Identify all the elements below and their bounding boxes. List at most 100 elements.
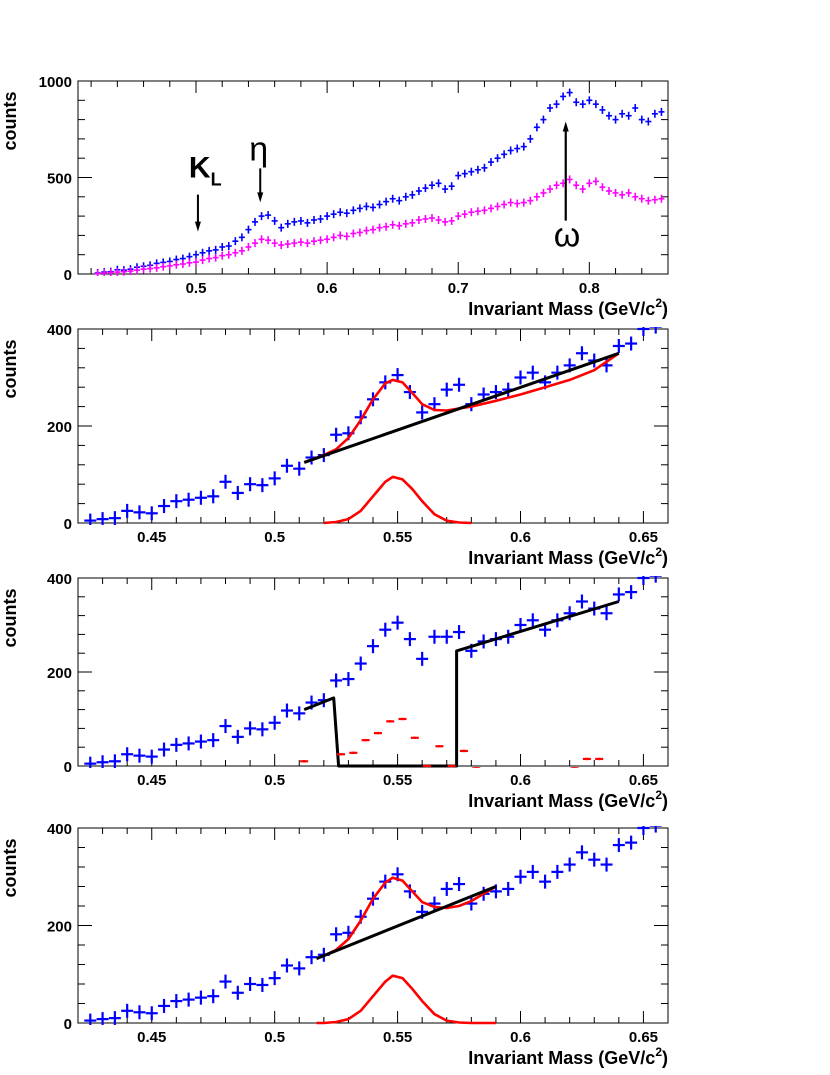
plot-area (84, 826, 662, 1025)
data-point (612, 838, 625, 853)
data-point (455, 171, 462, 180)
x-tick-label: 0.45 (137, 529, 166, 546)
data-point (599, 105, 606, 114)
data-point (317, 236, 324, 245)
data-point (297, 216, 304, 225)
data-point (238, 233, 245, 242)
data-point (231, 485, 244, 500)
data-point (370, 203, 376, 212)
data-point (367, 639, 379, 654)
data-point (244, 477, 257, 492)
background-fit-line (315, 885, 497, 960)
data-point (468, 167, 475, 176)
data-point (349, 751, 358, 755)
data-point (442, 217, 449, 226)
x-axis-title-close: ) (662, 1048, 668, 1068)
panel-1: 0.5 0.6 0.7 0.8 0 500 1000 counts Invariant Mass… (0, 74, 669, 319)
data-point (305, 950, 318, 965)
data-point (448, 216, 455, 225)
data-point (595, 757, 604, 761)
data-point (472, 767, 481, 768)
data-point (158, 998, 171, 1013)
data-point (638, 115, 645, 124)
data-point (265, 211, 272, 220)
y-tick-label: 400 (47, 821, 72, 838)
data-point (145, 506, 158, 521)
data-point (145, 1006, 158, 1021)
data-point (612, 587, 625, 602)
x-axis-title-superscript: 2 (655, 296, 662, 310)
data-point (435, 179, 442, 188)
data-point (440, 629, 453, 644)
x-tick-label: 0.65 (629, 772, 658, 789)
data-point (354, 656, 367, 671)
data-point (514, 199, 521, 208)
data-point (453, 625, 466, 640)
data-point (337, 753, 346, 756)
data-point (182, 736, 195, 751)
x-axis-title-main: Invariant Mass (GeV/c (468, 791, 655, 811)
data-point (514, 370, 527, 385)
x-tick-label: 0.45 (137, 772, 166, 789)
data-point (551, 864, 564, 879)
data-point (212, 253, 219, 262)
data-point (170, 737, 183, 752)
x-axis-title-close: ) (662, 299, 668, 319)
data-point (193, 250, 199, 259)
data-point (293, 461, 306, 476)
data-point (356, 204, 363, 213)
y-tick-label: 400 (47, 322, 72, 339)
data-point (363, 202, 370, 211)
data-point (637, 576, 650, 585)
data-point (402, 192, 409, 201)
data-point (284, 219, 291, 228)
data-point (435, 215, 442, 224)
data-point (625, 835, 638, 850)
x-axis-title-close: ) (662, 548, 668, 568)
y-tick-label: 0 (64, 516, 72, 533)
x-tick-label: 0.65 (629, 529, 658, 546)
data-point (649, 576, 662, 583)
data-point (488, 158, 494, 167)
data-point (158, 499, 171, 514)
data-point (429, 214, 435, 223)
data-point (391, 615, 404, 630)
data-point (566, 175, 573, 184)
data-point (280, 703, 293, 718)
data-point (252, 217, 258, 226)
data-point (398, 717, 407, 721)
data-point (108, 754, 121, 768)
data-point (619, 190, 626, 199)
data-point (440, 382, 453, 397)
data-point (599, 183, 606, 192)
data-point (625, 111, 632, 120)
data-point (206, 254, 213, 263)
data-point (651, 195, 658, 204)
data-point (101, 269, 108, 276)
x-tick-label: 0.6 (510, 772, 531, 789)
data-point (258, 235, 265, 244)
data-point (632, 104, 639, 113)
data-point (134, 266, 140, 275)
data-point (244, 721, 257, 736)
data-point (409, 218, 416, 227)
data-point (107, 268, 114, 276)
data-point (448, 182, 455, 191)
annotation: η (249, 130, 268, 203)
data-point (96, 755, 109, 768)
data-point (166, 261, 173, 270)
data-point (337, 208, 344, 217)
data-point (300, 760, 309, 763)
background-fit-line (303, 351, 620, 464)
data-point (84, 756, 97, 768)
data-point (474, 207, 481, 216)
data-point (649, 327, 662, 334)
data-point (160, 262, 167, 271)
data-point (376, 223, 383, 232)
data-point (258, 212, 265, 221)
data-point (94, 269, 101, 276)
data-point (520, 198, 527, 207)
data-point (127, 267, 134, 276)
data-point (133, 1005, 146, 1020)
data-point (84, 513, 97, 525)
